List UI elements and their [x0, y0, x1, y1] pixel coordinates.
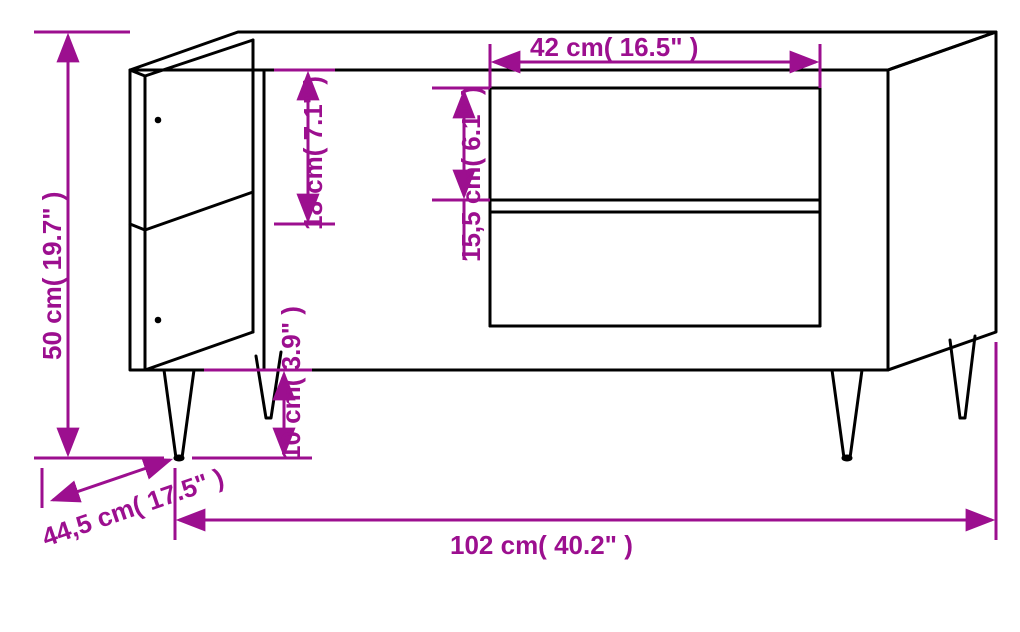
label-drawer-height: 15,5 cm( 6.1" )	[456, 86, 487, 262]
label-width: 102 cm( 40.2" )	[450, 530, 633, 561]
label-leg-height: 10 cm( 3.9" )	[276, 306, 307, 460]
label-shelf-height: 18 cm( 7.1" )	[298, 76, 329, 230]
furniture-drawing	[130, 32, 996, 460]
dimension-lines	[34, 32, 996, 540]
label-height: 50 cm( 19.7" )	[37, 192, 68, 360]
label-drawer-width: 42 cm( 16.5" )	[530, 32, 698, 63]
